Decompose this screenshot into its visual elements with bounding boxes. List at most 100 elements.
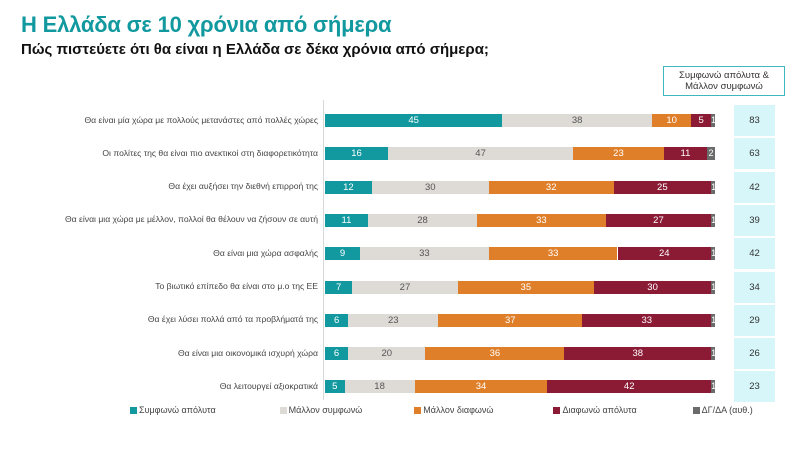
bar-value-label: 36 — [489, 348, 501, 360]
summary-value: 83 — [734, 105, 775, 136]
summary-header-line1: Συμφωνώ απόλυτα & — [679, 70, 769, 81]
category-axis-line — [323, 100, 324, 400]
bar-segment: 10 — [651, 114, 692, 127]
bar-segment: 1 — [711, 380, 716, 394]
bar-value-label: 9 — [339, 248, 346, 260]
bar-value-label: 12 — [343, 181, 354, 193]
bar-value-label: 23 — [387, 314, 399, 326]
bar-segment: 11 — [325, 213, 368, 227]
bar-value-label: 1 — [711, 314, 717, 325]
bar-segment: 34 — [414, 380, 548, 394]
bar-value-label: 33 — [536, 214, 547, 226]
bar-segment: 23 — [348, 313, 439, 327]
summary-value: 29 — [734, 304, 775, 336]
bar-segment: 20 — [348, 347, 426, 361]
bar-segment: 5 — [691, 114, 712, 127]
bar-segment: 47 — [388, 147, 574, 161]
bar-segment: 27 — [352, 280, 458, 294]
legend-label: Μάλλον συμφωνώ — [288, 405, 363, 415]
category-label: Θα λειτουργεί αξιοκρατικά — [219, 380, 318, 391]
category-label: Θα έχει λύσει πολλά από τα προβλήματά τη… — [147, 314, 318, 325]
bar-value-label: 1 — [711, 348, 717, 359]
bar-value-label: 6 — [333, 348, 340, 360]
summary-value: 42 — [734, 238, 775, 270]
bar-value-label: 47 — [475, 148, 486, 160]
chart-title: Η Ελλάδα σε 10 χρόνια από σήμερα — [21, 12, 392, 37]
bar-segment: 16 — [325, 147, 389, 161]
chart-subtitle: Πώς πιστεύετε ότι θα είναι η Ελλάδα σε δ… — [21, 41, 489, 58]
bar-segment: 11 — [663, 147, 708, 161]
summary-value: 63 — [734, 138, 775, 170]
bar-value-label: 38 — [632, 348, 644, 360]
bar-segment: 38 — [564, 347, 712, 361]
category-label: Οι πολίτες της θα είναι πιο ανεκτικοί στ… — [102, 147, 318, 158]
bar-value-label: 30 — [425, 181, 436, 193]
bar-segment: 36 — [425, 347, 565, 361]
bar-segment: 18 — [344, 380, 415, 394]
bar-segment: 5 — [325, 380, 345, 394]
bar-value-label: 34 — [475, 381, 487, 393]
bar-segment: 2 — [707, 147, 715, 161]
bar-segment: 1 — [711, 313, 717, 327]
bar-segment: 25 — [613, 180, 712, 194]
bar-value-label: 16 — [351, 148, 362, 160]
bar-value-label: 28 — [417, 214, 428, 226]
bar-value-label: 33 — [641, 314, 653, 326]
bar-segment: 1 — [711, 180, 716, 194]
bar-value-label: 6 — [334, 314, 340, 326]
bar-segment: 33 — [477, 213, 606, 227]
bar-segment: 12 — [325, 180, 372, 194]
bar-segment: 23 — [573, 147, 664, 161]
legend-swatch — [414, 406, 422, 414]
category-label: Θα έχει αυξήσει την διεθνή επιρροή της — [168, 181, 318, 192]
summary-value: 42 — [734, 171, 775, 203]
bar-segment: 6 — [325, 347, 349, 361]
legend-label: Διαφωνώ απόλυτα — [562, 405, 637, 415]
bar-segment: 1 — [711, 213, 717, 227]
bar-segment: 1 — [711, 280, 716, 294]
bar-segment: 32 — [488, 180, 614, 194]
bar-value-label: 5 — [332, 381, 338, 393]
bar-segment: 1 — [711, 347, 717, 361]
bar-value-label: 27 — [399, 281, 411, 293]
bar-value-label: 1 — [711, 248, 717, 259]
legend-swatch — [553, 406, 561, 414]
bar-segment: 24 — [617, 247, 712, 261]
bar-segment: 1 — [711, 247, 717, 261]
legend-item: Μάλλον διαφωνώ — [414, 405, 493, 415]
bar-segment: 1 — [711, 114, 716, 127]
bar-value-label: 20 — [381, 348, 393, 360]
bar-value-label: 5 — [698, 115, 704, 126]
bar-segment: 45 — [325, 114, 503, 127]
bar-value-label: 11 — [680, 148, 691, 160]
legend-label: Μάλλον διαφωνώ — [423, 405, 494, 415]
summary-value: 26 — [734, 338, 775, 370]
bar-value-label: 18 — [374, 381, 385, 393]
bar-segment: 33 — [488, 247, 618, 261]
chart-legend: Συμφωνώ απόλυτα Μάλλον συμφωνώ Μάλλον διαφ… — [130, 405, 753, 415]
bar-segment: 37 — [438, 313, 583, 327]
bar-value-label: 45 — [408, 115, 419, 126]
legend-item: ΔΓ/ΔΑ (αυθ.) — [692, 405, 753, 415]
bar-value-label: 25 — [657, 181, 668, 193]
category-label: Το βιωτικό επίπεδο θα είναι στο μ.ο της … — [155, 281, 318, 291]
summary-value: 34 — [734, 271, 775, 303]
bar-value-label: 42 — [623, 381, 635, 393]
bar-segment: 9 — [325, 247, 361, 261]
bar-segment: 33 — [360, 247, 489, 261]
summary-column-header: Συμφωνώ απόλυτα & Μάλλον συμφωνώ — [663, 66, 785, 96]
bar-segment: 7 — [325, 280, 353, 294]
legend-swatch — [692, 406, 700, 414]
legend-item: Συμφωνώ απόλυτα — [130, 405, 216, 415]
bar-value-label: 37 — [504, 314, 516, 326]
legend-label: Συμφωνώ απόλυτα — [139, 405, 216, 415]
legend-item: Διαφωνώ απόλυτα — [553, 405, 637, 415]
category-label: Θα είναι μια χώρα ασφαλής — [213, 247, 318, 258]
bar-segment: 42 — [547, 380, 712, 394]
bar-value-label: 35 — [520, 281, 532, 293]
category-label: Θα είναι μια χώρα με μέλλον, πολλοί θα θ… — [65, 214, 318, 225]
bar-value-label: 1 — [711, 214, 717, 225]
bar-value-label: 32 — [545, 181, 557, 193]
summary-value: 39 — [734, 204, 775, 236]
bar-value-label: 2 — [708, 148, 714, 159]
